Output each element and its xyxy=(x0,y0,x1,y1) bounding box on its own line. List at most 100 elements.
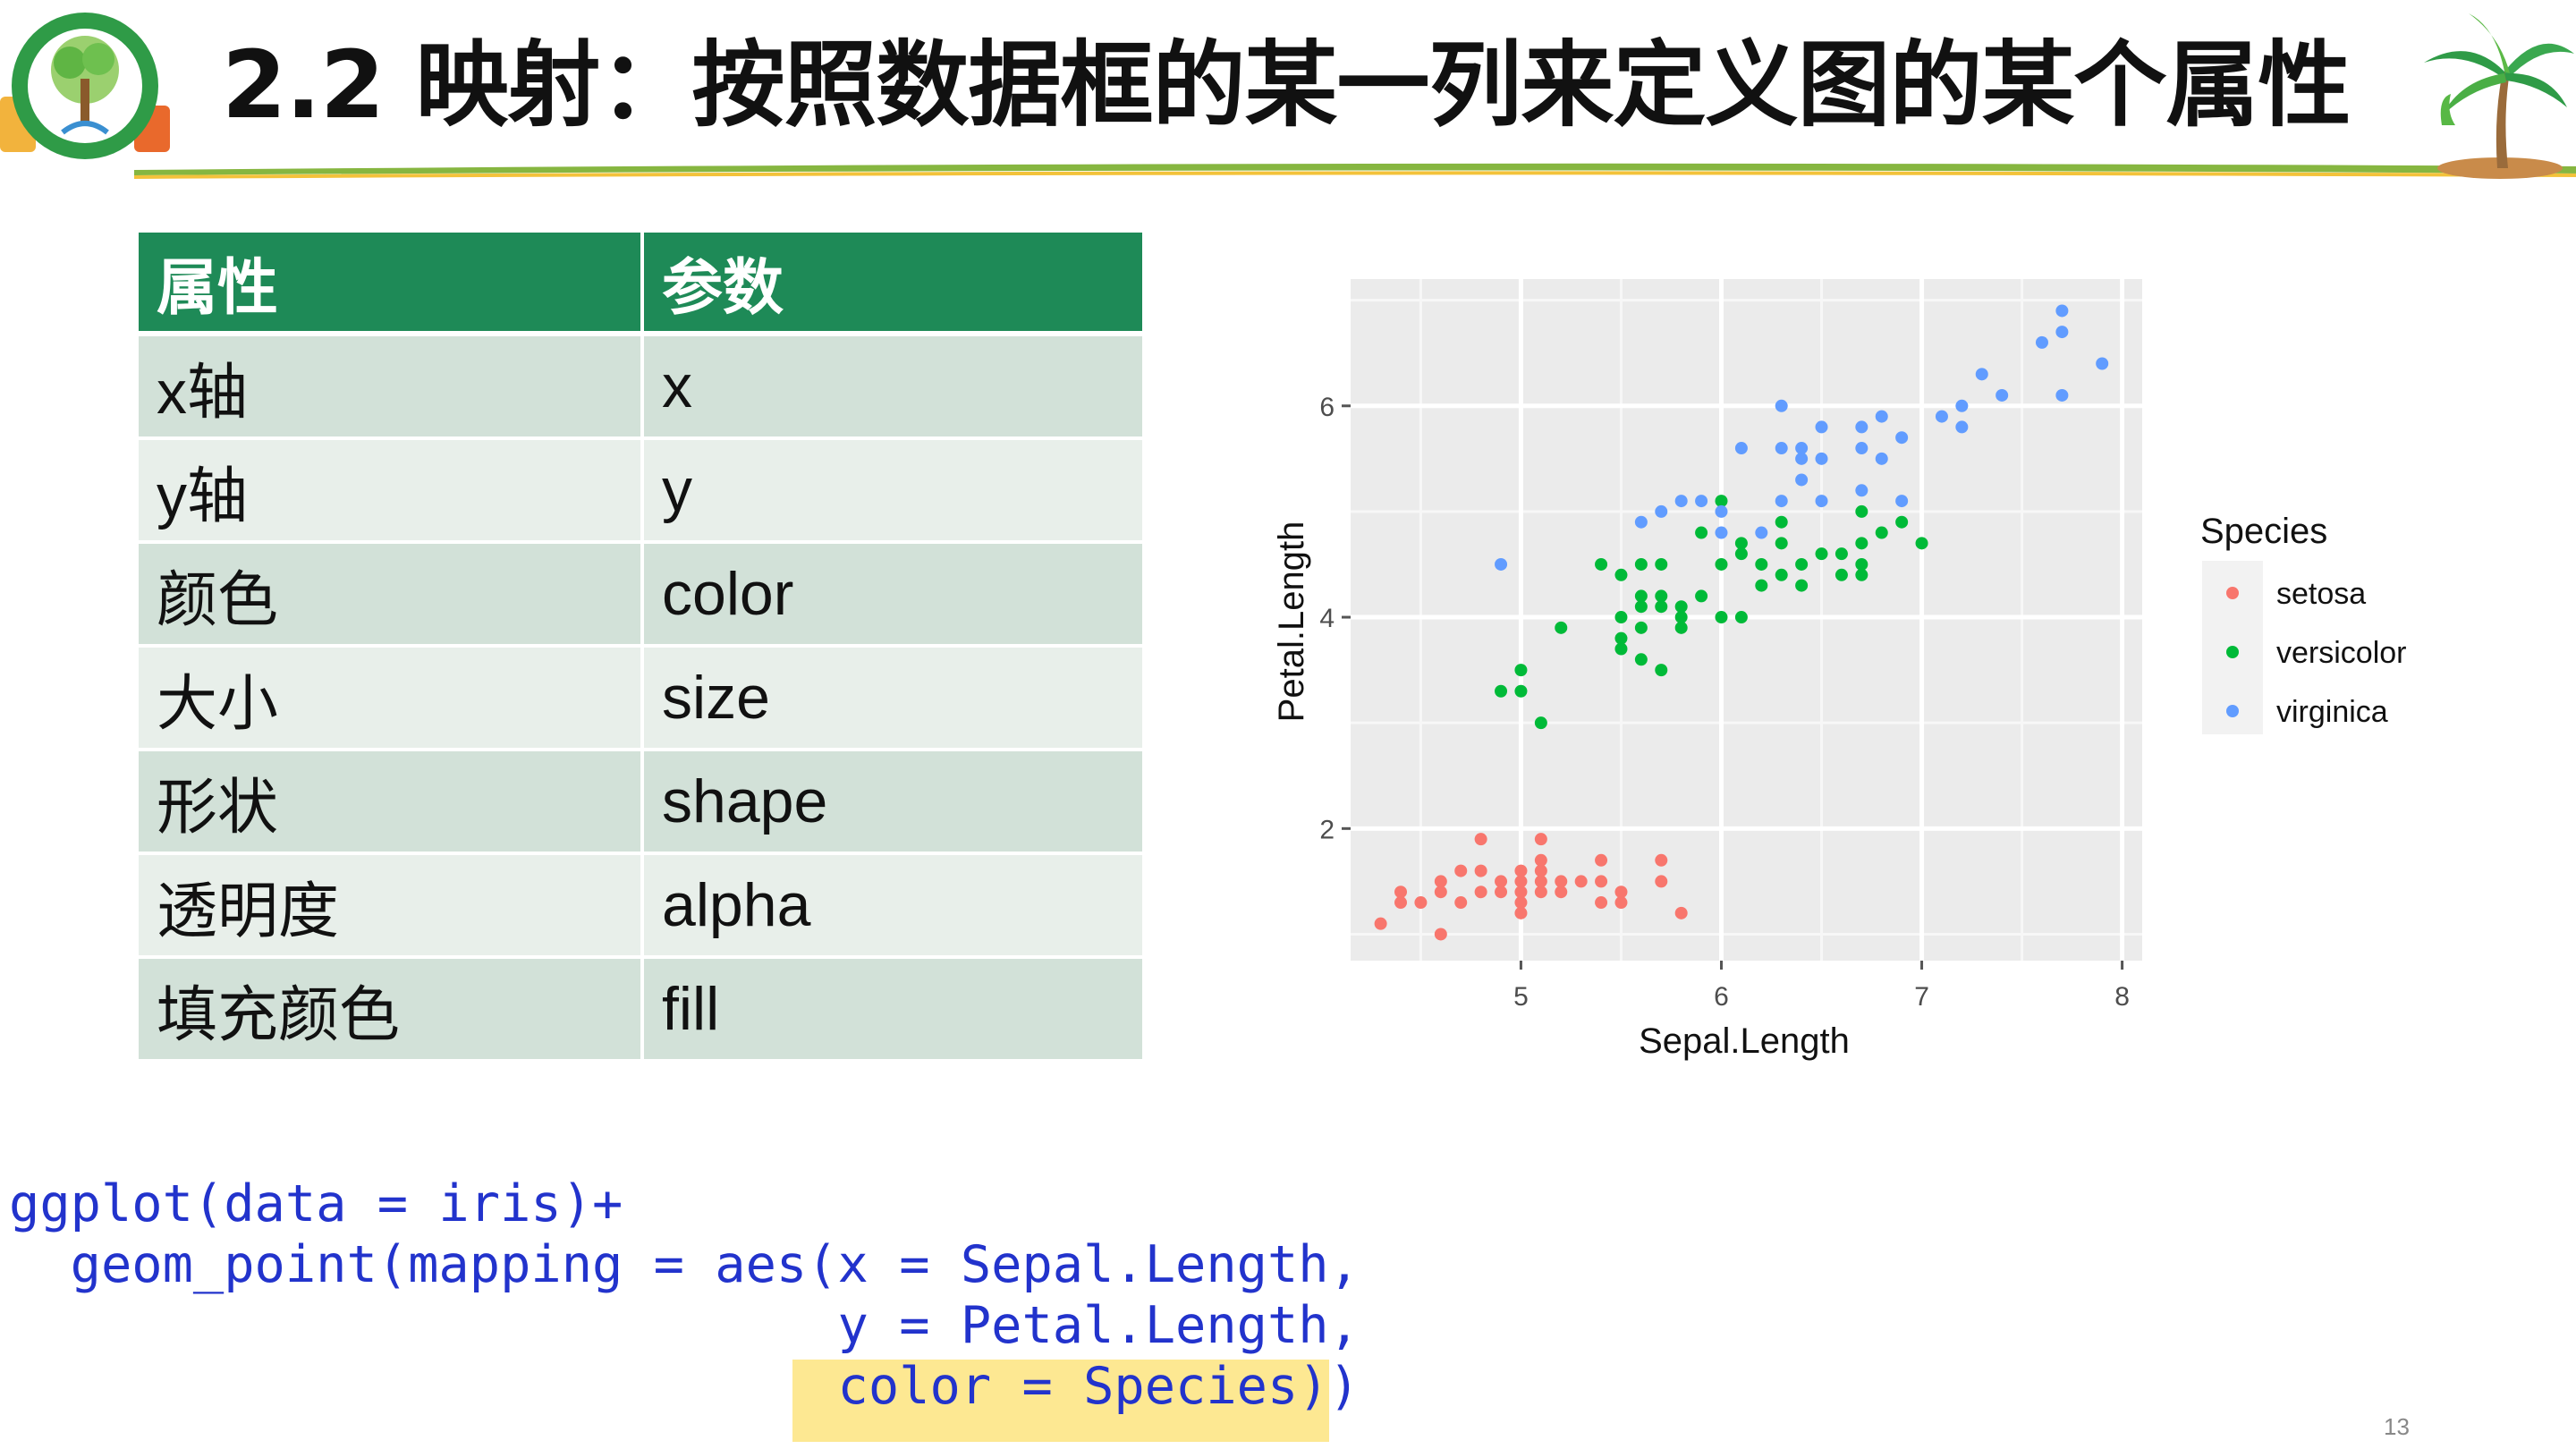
legend-label: setosa xyxy=(2276,577,2366,611)
data-point-setosa xyxy=(1394,896,1408,910)
data-point-virginica xyxy=(1795,442,1809,455)
data-point-setosa xyxy=(1555,875,1568,888)
table-row: 透明度 alpha xyxy=(139,855,1142,959)
code-block: ggplot(data = iris)+ geom_point(mapping … xyxy=(9,1174,1360,1417)
page-title: 2.2 映射：按照数据框的某一列来定义图的某个属性 xyxy=(222,30,2351,140)
table-cell: 大小 xyxy=(139,648,644,751)
data-point-virginica xyxy=(1495,557,1508,571)
data-point-virginica xyxy=(1875,410,1888,423)
legend-label: virginica xyxy=(2276,695,2388,729)
data-point-versicolor xyxy=(1875,526,1888,539)
data-point-virginica xyxy=(1815,495,1828,508)
table-cell: 形状 xyxy=(139,751,644,855)
data-point-virginica xyxy=(1815,452,1828,465)
data-point-setosa xyxy=(1474,886,1487,899)
data-point-setosa xyxy=(1534,864,1547,877)
data-point-versicolor xyxy=(1674,611,1688,624)
x-tick-label: 6 xyxy=(1714,982,1729,1012)
data-point-setosa xyxy=(1514,886,1528,899)
data-point-virginica xyxy=(1775,442,1788,455)
data-point-versicolor xyxy=(1614,631,1628,645)
table-cell: fill xyxy=(644,959,1142,1063)
y-tick-label: 6 xyxy=(1319,393,1335,422)
data-point-virginica xyxy=(2096,357,2109,370)
table-cell: y xyxy=(644,440,1142,544)
data-point-virginica xyxy=(2035,335,2048,349)
data-point-versicolor xyxy=(1835,568,1848,581)
data-point-versicolor xyxy=(1614,642,1628,656)
data-point-virginica xyxy=(1935,410,1948,423)
data-point-virginica xyxy=(2055,304,2069,318)
code-line: ggplot(data = iris)+ xyxy=(9,1174,623,1233)
data-point-virginica xyxy=(1715,504,1728,518)
data-point-virginica xyxy=(1795,452,1809,465)
data-point-setosa xyxy=(1414,896,1428,910)
data-point-setosa xyxy=(1474,864,1487,877)
table-header-row: 属性 参数 xyxy=(139,233,1142,336)
data-point-versicolor xyxy=(1715,611,1728,624)
data-point-versicolor xyxy=(1655,664,1668,677)
data-point-versicolor xyxy=(1514,664,1528,677)
data-point-setosa xyxy=(1394,886,1408,899)
data-point-setosa xyxy=(1514,864,1528,877)
x-tick-label: 8 xyxy=(2114,982,2130,1012)
legend-title: Species xyxy=(2200,512,2327,551)
table-row: 颜色 color xyxy=(139,544,1142,648)
data-point-versicolor xyxy=(1695,526,1708,539)
data-point-setosa xyxy=(1495,875,1508,888)
table-cell: x轴 xyxy=(139,336,644,440)
x-axis-label: Sepal.Length xyxy=(1639,1021,1850,1061)
table-cell: color xyxy=(644,544,1142,648)
data-point-virginica xyxy=(1655,504,1668,518)
data-point-setosa xyxy=(1514,875,1528,888)
y-tick-label: 2 xyxy=(1319,815,1335,844)
data-point-versicolor xyxy=(1815,547,1828,561)
data-point-versicolor xyxy=(1655,589,1668,603)
data-point-virginica xyxy=(1855,442,1868,455)
data-point-versicolor xyxy=(1674,600,1688,614)
data-point-setosa xyxy=(1655,853,1668,867)
table-cell: 填充颜色 xyxy=(139,959,644,1063)
data-point-versicolor xyxy=(1895,515,1909,529)
data-point-setosa xyxy=(1374,917,1387,930)
data-point-versicolor xyxy=(1695,589,1708,603)
data-point-virginica xyxy=(2055,326,2069,339)
table-cell: alpha xyxy=(644,855,1142,959)
data-point-versicolor xyxy=(1775,537,1788,550)
legend: setosa versicolor virginica xyxy=(2226,577,2406,729)
table-cell: size xyxy=(644,648,1142,751)
data-point-virginica xyxy=(1875,452,1888,465)
data-point-versicolor xyxy=(1634,600,1648,614)
table-cell: 颜色 xyxy=(139,544,644,648)
data-point-virginica xyxy=(1634,515,1648,529)
table-row: x轴 x xyxy=(139,336,1142,440)
data-point-setosa xyxy=(1434,928,1447,941)
table-row: 形状 shape xyxy=(139,751,1142,855)
data-point-virginica xyxy=(1996,388,2009,402)
data-point-versicolor xyxy=(1734,537,1748,550)
data-point-virginica xyxy=(1715,526,1728,539)
table-cell: y轴 xyxy=(139,440,644,544)
data-point-versicolor xyxy=(1614,611,1628,624)
code-line: geom_point(mapping = aes(x = Sepal.Lengt… xyxy=(9,1235,1360,1294)
code-line: y = Petal.Length, xyxy=(9,1296,1360,1355)
data-point-versicolor xyxy=(1915,537,1928,550)
table-row: 填充颜色 fill xyxy=(139,959,1142,1063)
y-axis-label: Petal.Length xyxy=(1272,521,1311,723)
data-point-setosa xyxy=(1674,906,1688,919)
data-point-virginica xyxy=(1674,495,1688,508)
data-point-setosa xyxy=(1514,906,1528,919)
data-point-versicolor xyxy=(1734,611,1748,624)
data-point-versicolor xyxy=(1634,653,1648,666)
y-tick-label: 4 xyxy=(1319,604,1335,633)
data-point-virginica xyxy=(1855,484,1868,497)
data-point-setosa xyxy=(1495,886,1508,899)
data-point-versicolor xyxy=(1795,579,1809,592)
table-row: y轴 y xyxy=(139,440,1142,544)
data-point-setosa xyxy=(1534,886,1547,899)
data-point-setosa xyxy=(1454,864,1468,877)
data-points xyxy=(1374,304,2109,941)
data-point-versicolor xyxy=(1715,495,1728,508)
data-point-virginica xyxy=(1855,420,1868,434)
attribute-table: 属性 参数 x轴 x y轴 y 颜色 color 大小 size 形状 shap… xyxy=(139,233,1142,1063)
